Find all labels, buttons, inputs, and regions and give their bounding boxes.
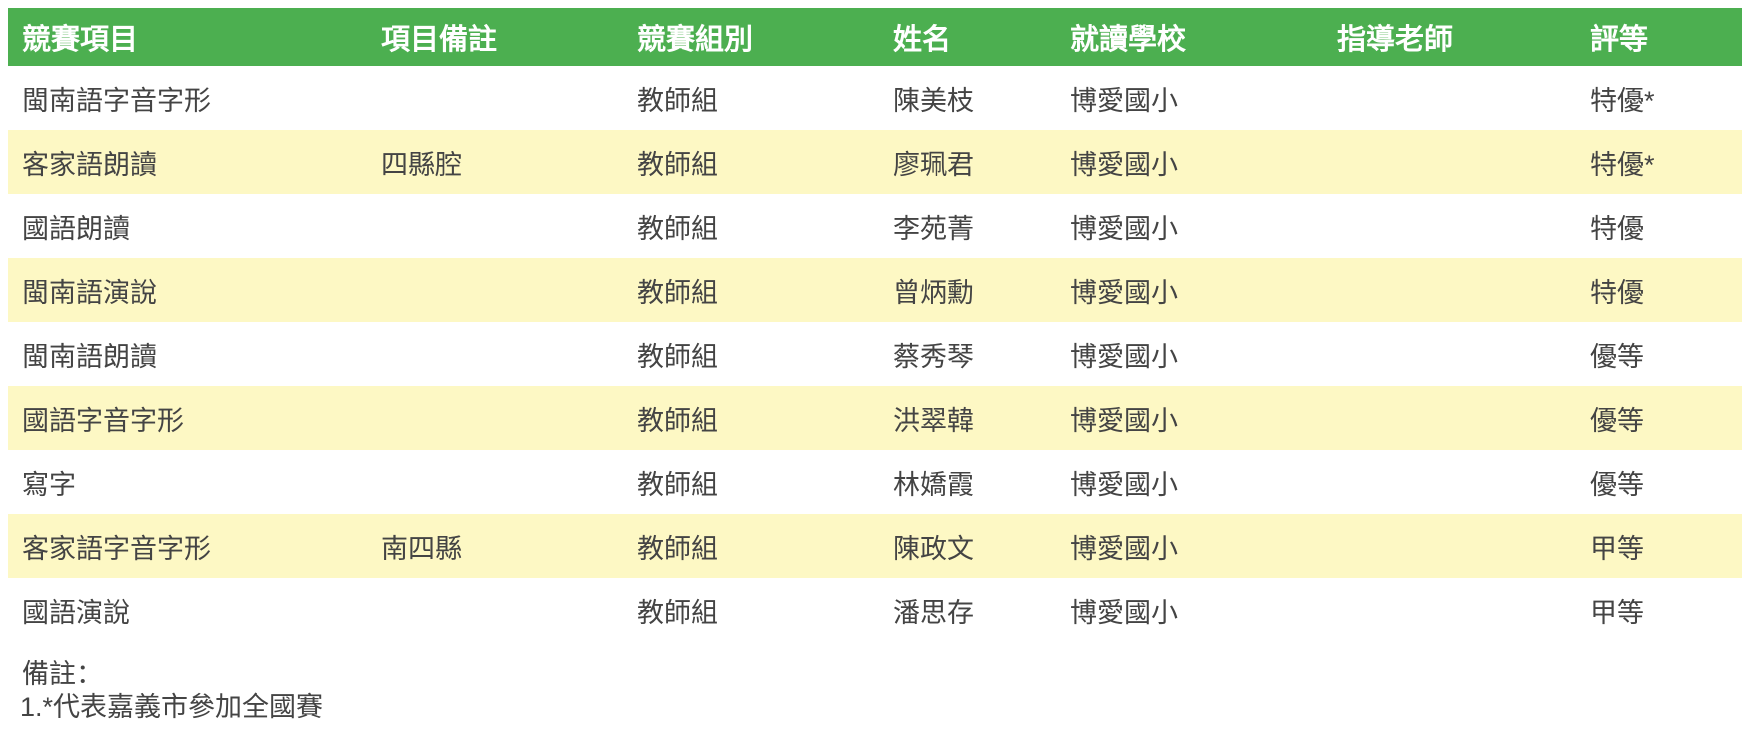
column-header-event: 競賽項目 <box>8 8 367 66</box>
cell-name: 蔡秀琴 <box>893 341 974 372</box>
table-row: 閩南語演說 教師組 曾炳勳 博愛國小 特優 <box>8 258 1742 322</box>
cell-name: 陳政文 <box>893 533 974 564</box>
cell-event: 客家語朗讀 <box>22 149 157 180</box>
cell-grade: 特優* <box>1590 149 1655 180</box>
cell-group: 教師組 <box>637 277 718 308</box>
cell-advisor <box>1323 194 1576 258</box>
cell-group: 教師組 <box>637 533 718 564</box>
cell-event: 閩南語朗讀 <box>22 341 157 372</box>
cell-grade: 甲等 <box>1590 533 1644 564</box>
column-header-remark: 項目備註 <box>367 8 623 66</box>
cell-grade: 特優 <box>1590 213 1644 244</box>
cell-name: 陳美枝 <box>893 85 974 116</box>
cell-event: 寫字 <box>22 469 76 500</box>
table-row: 國語朗讀 教師組 李苑菁 博愛國小 特優 <box>8 194 1742 258</box>
cell-name: 李苑菁 <box>893 213 974 244</box>
table-row: 客家語朗讀 四縣腔 教師組 廖珮君 博愛國小 特優* <box>8 130 1742 194</box>
cell-name: 洪翠韓 <box>893 405 974 436</box>
cell-school: 博愛國小 <box>1070 341 1178 372</box>
cell-name: 林嬌霞 <box>893 469 974 500</box>
cell-advisor <box>1323 66 1576 130</box>
cell-event: 閩南語字音字形 <box>22 85 211 116</box>
table-row: 國語字音字形 教師組 洪翠韓 博愛國小 優等 <box>8 386 1742 450</box>
table-body: 閩南語字音字形 教師組 陳美枝 博愛國小 特優* 客家語朗讀 四縣腔 教師組 廖珮君 博愛國小 特優… <box>8 66 1742 642</box>
results-table-container: 競賽項目 項目備註 競賽組別 姓名 就讀學校 指導老師 評等 閩南語字音字形教師… <box>8 8 1742 642</box>
cell-grade: 優等 <box>1590 405 1644 436</box>
cell-advisor <box>1323 578 1576 642</box>
cell-event: 國語字音字形 <box>22 405 184 436</box>
cell-event: 客家語字音字形 <box>22 533 211 564</box>
cell-school: 博愛國小 <box>1070 597 1178 628</box>
column-header-advisor: 指導老師 <box>1323 8 1576 66</box>
cell-advisor <box>1323 322 1576 386</box>
cell-event: 閩南語演說 <box>22 277 157 308</box>
cell-group: 教師組 <box>637 341 718 372</box>
cell-school: 博愛國小 <box>1070 213 1178 244</box>
cell-group: 教師組 <box>637 213 718 244</box>
cell-grade: 優等 <box>1590 341 1644 372</box>
table-row: 閩南語字音字形 教師組 陳美枝 博愛國小 特優* <box>8 66 1742 130</box>
cell-group: 教師組 <box>637 469 718 500</box>
column-header-name: 姓名 <box>879 8 1056 66</box>
table-row: 客家語字音字形 南四縣 教師組 陳政文 博愛國小 甲等 <box>8 514 1742 578</box>
cell-grade: 優等 <box>1590 469 1644 500</box>
cell-group: 教師組 <box>637 149 718 180</box>
cell-name: 曾炳勳 <box>893 277 974 308</box>
cell-group: 教師組 <box>637 85 718 116</box>
results-table: 競賽項目 項目備註 競賽組別 姓名 就讀學校 指導老師 評等 閩南語字音字形教師… <box>8 8 1742 642</box>
cell-grade: 甲等 <box>1590 597 1644 628</box>
cell-group: 教師組 <box>637 597 718 628</box>
cell-grade: 特優* <box>1590 85 1655 116</box>
column-header-group: 競賽組別 <box>623 8 879 66</box>
cell-school: 博愛國小 <box>1070 85 1178 116</box>
cell-school: 博愛國小 <box>1070 533 1178 564</box>
cell-event: 國語朗讀 <box>22 213 130 244</box>
table-row: 國語演說 教師組 潘思存 博愛國小 甲等 <box>8 578 1742 642</box>
cell-advisor <box>1323 386 1576 450</box>
cell-remark <box>367 322 623 386</box>
note-line: 1.*代表嘉義市參加全國賽 <box>20 692 324 722</box>
cell-group: 教師組 <box>637 405 718 436</box>
cell-advisor <box>1323 130 1576 194</box>
notes-section: 備註： 1.*代表嘉義市參加全國賽 <box>20 658 1748 724</box>
column-header-school: 就讀學校 <box>1056 8 1323 66</box>
cell-remark <box>367 450 623 514</box>
cell-remark <box>367 578 623 642</box>
table-row: 閩南語朗讀 教師組 蔡秀琴 博愛國小 優等 <box>8 322 1742 386</box>
cell-name: 廖珮君 <box>893 149 974 180</box>
cell-school: 博愛國小 <box>1070 277 1178 308</box>
cell-advisor <box>1323 450 1576 514</box>
cell-name: 潘思存 <box>893 597 974 628</box>
cell-school: 博愛國小 <box>1070 405 1178 436</box>
cell-advisor <box>1323 514 1576 578</box>
cell-remark <box>367 66 623 130</box>
cell-remark <box>367 194 623 258</box>
cell-advisor <box>1323 258 1576 322</box>
cell-remark <box>367 386 623 450</box>
cell-school: 博愛國小 <box>1070 149 1178 180</box>
cell-event: 國語演說 <box>22 597 130 628</box>
cell-remark: 四縣腔 <box>381 149 462 180</box>
cell-grade: 特優 <box>1590 277 1644 308</box>
cell-school: 博愛國小 <box>1070 469 1178 500</box>
cell-remark <box>367 258 623 322</box>
notes-title: 備註： <box>22 659 103 689</box>
table-row: 寫字 教師組 林嬌霞 博愛國小 優等 <box>8 450 1742 514</box>
cell-remark: 南四縣 <box>381 533 462 564</box>
header-row: 競賽項目 項目備註 競賽組別 姓名 就讀學校 指導老師 評等 <box>8 8 1742 66</box>
column-header-grade: 評等 <box>1576 8 1742 66</box>
table-header: 競賽項目 項目備註 競賽組別 姓名 就讀學校 指導老師 評等 <box>8 8 1742 66</box>
